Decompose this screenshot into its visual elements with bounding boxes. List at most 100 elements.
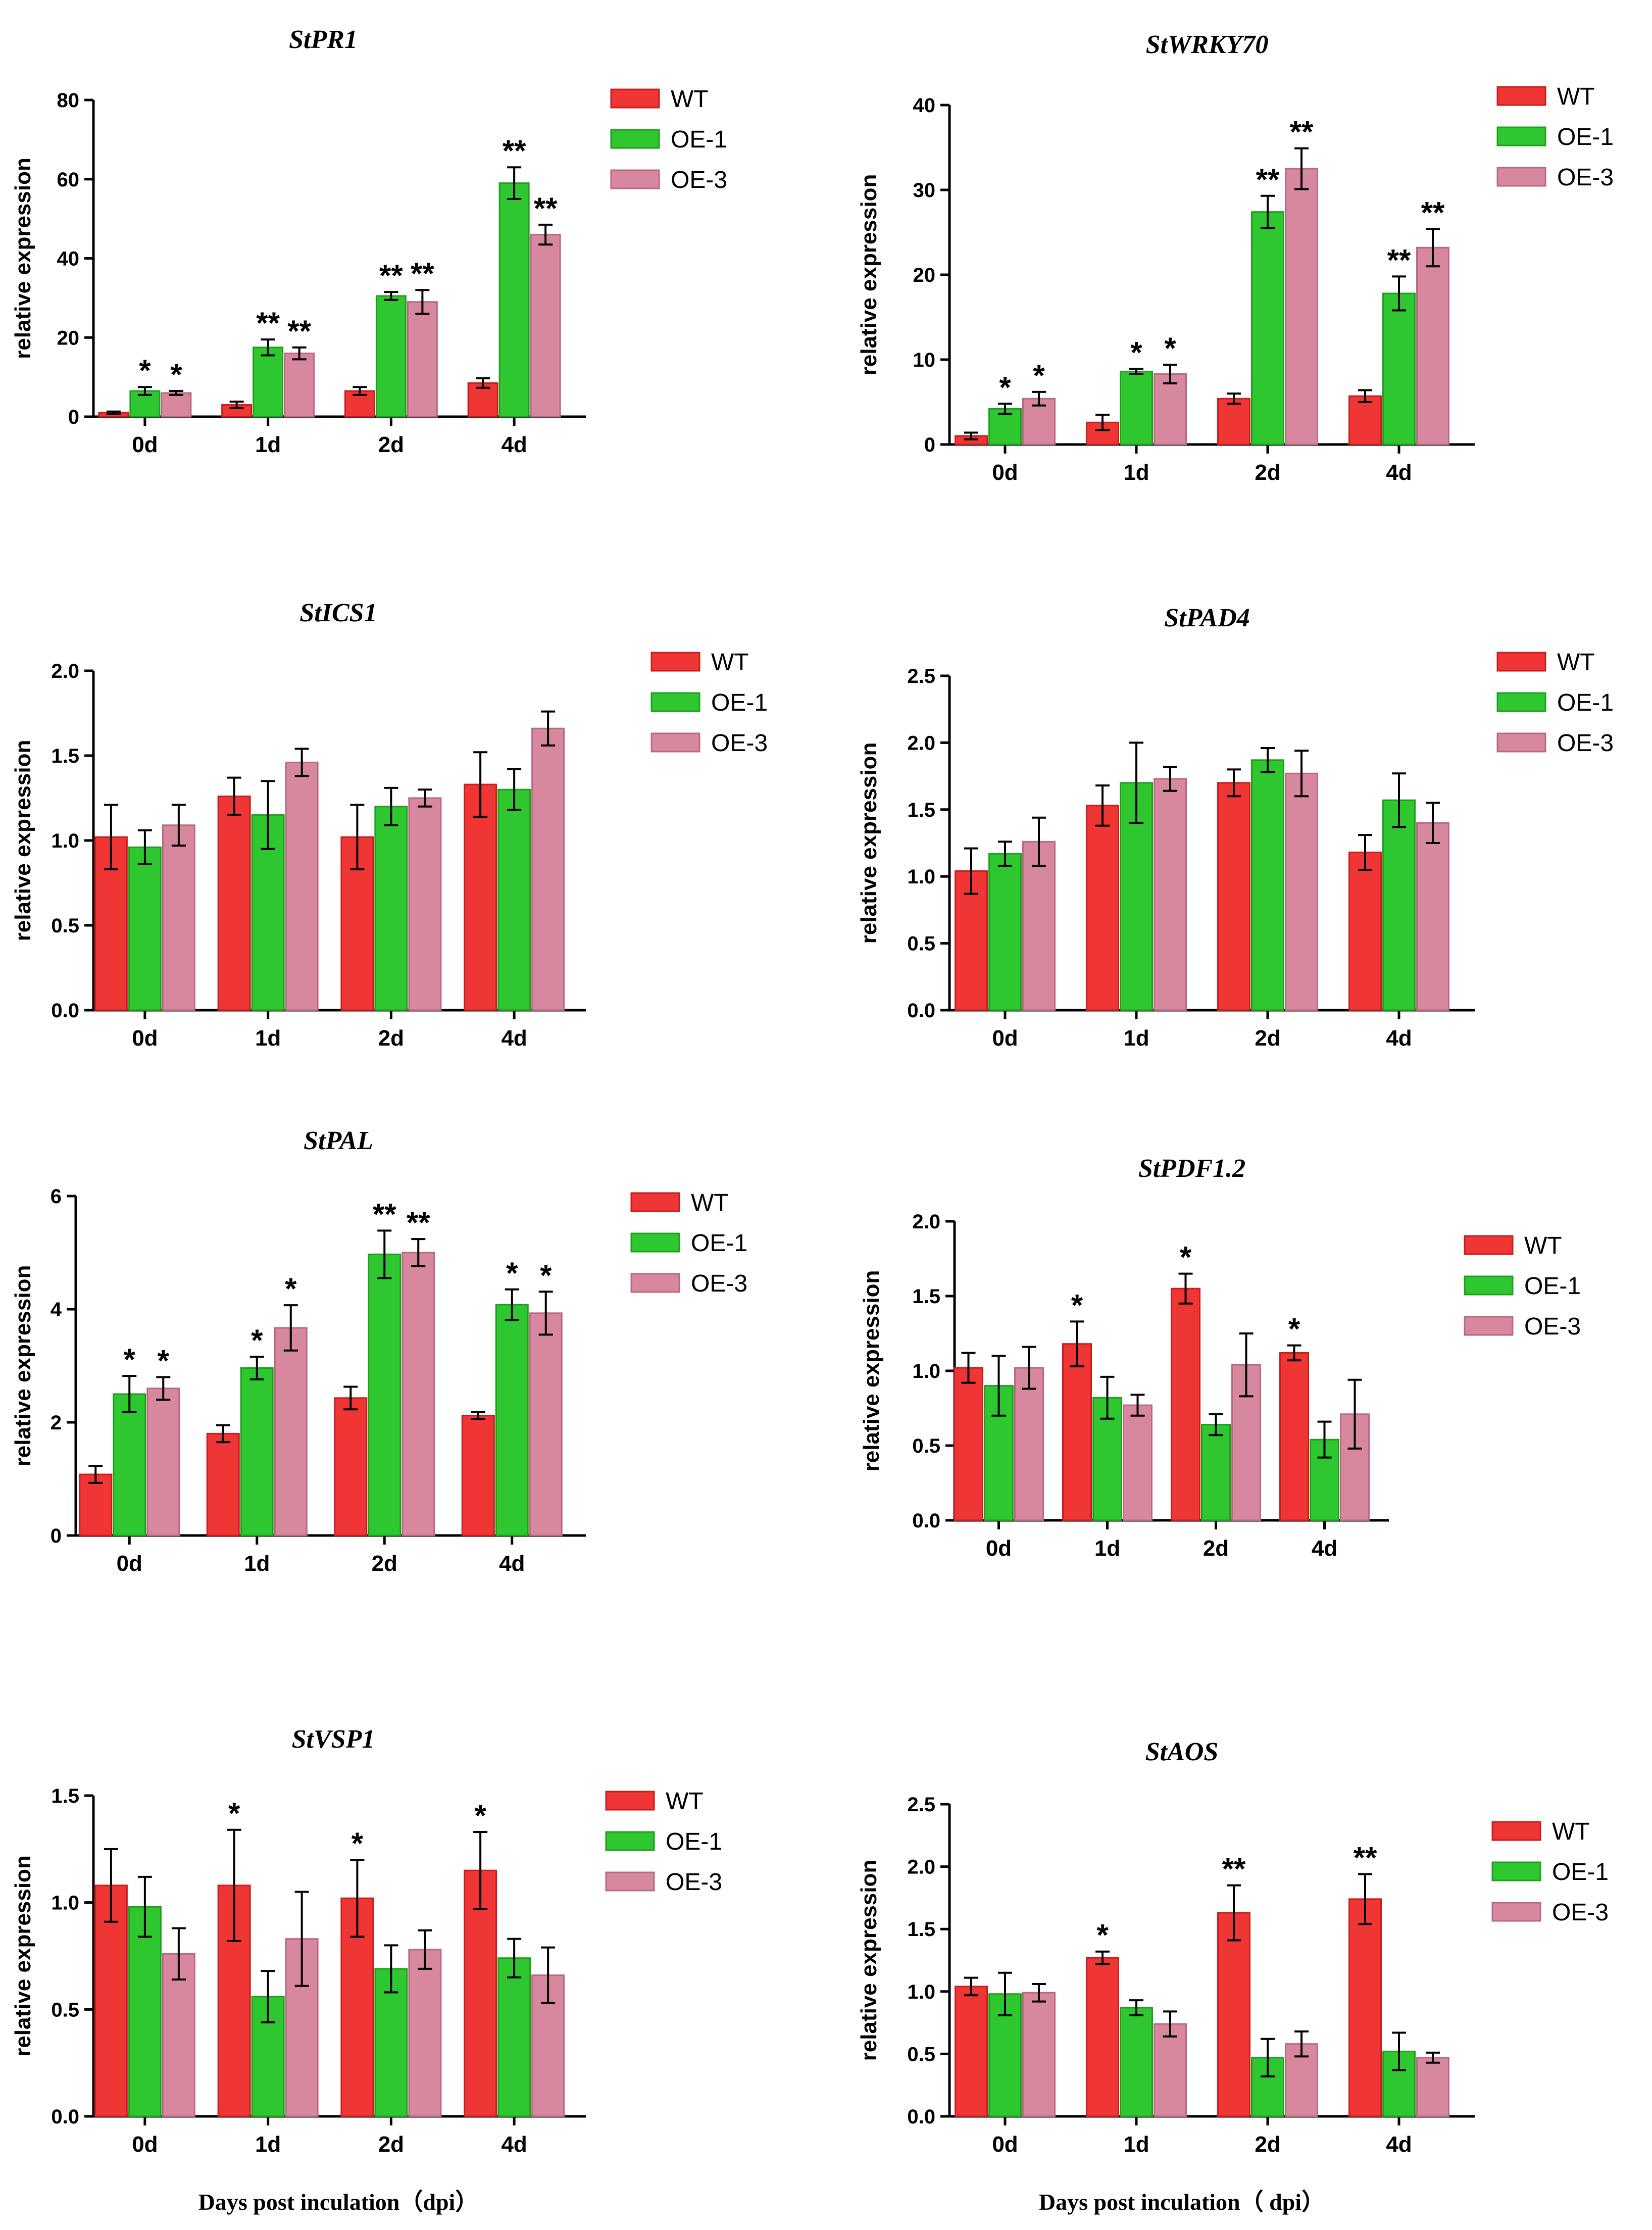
significance-marker: ** xyxy=(1222,1852,1246,1886)
bar-oe-1-4d xyxy=(1382,292,1416,445)
y-tick-label: 20 xyxy=(57,327,80,349)
x-tick-label: 0d xyxy=(992,1026,1018,1051)
legend-label: OE-3 xyxy=(666,1869,722,1896)
y-tick-label: 1.5 xyxy=(51,1785,79,1807)
x-tick-label: 4d xyxy=(1386,1026,1412,1051)
y-tick-label: 0.5 xyxy=(51,915,79,937)
legend-swatch-wt xyxy=(1464,1235,1514,1255)
bar-oe-3-1d xyxy=(1154,373,1187,445)
significance-marker: * xyxy=(540,1258,552,1292)
y-tick-label: 0.0 xyxy=(907,2106,935,2128)
y-tick-label: 1.5 xyxy=(907,799,935,821)
legend-swatch-oe-3 xyxy=(1496,167,1546,187)
bar-wt-1d xyxy=(1086,805,1119,1011)
bar-oe-3-4d xyxy=(1416,246,1449,445)
significance-marker: * xyxy=(1288,1312,1300,1346)
y-tick-label: 1.0 xyxy=(907,1981,935,2003)
legend-label: OE-3 xyxy=(671,167,727,193)
bar-oe-1-0d xyxy=(113,1393,146,1537)
bar-wt-4d xyxy=(1279,1352,1309,1521)
legend-swatch-oe-1 xyxy=(650,692,700,712)
bar-oe-1-4d xyxy=(498,182,530,418)
bar-oe-3-1d xyxy=(1123,1404,1153,1521)
bar-oe-1-0d xyxy=(988,853,1022,1011)
y-tick-label: 2.0 xyxy=(907,732,935,754)
y-axis-title: relative expression xyxy=(11,158,35,359)
legend-label: OE-3 xyxy=(691,1270,747,1297)
y-tick-label: 0.0 xyxy=(51,1000,79,1022)
panel-title: StPAD4 xyxy=(1164,604,1250,632)
bar-oe-1-2d xyxy=(1251,759,1284,1011)
y-tick-label: 1.0 xyxy=(907,866,935,888)
legend-swatch-wt xyxy=(605,1791,655,1811)
legend-swatch-oe-3 xyxy=(1496,732,1546,753)
bar-wt-0d xyxy=(94,1885,128,2117)
x-tick-label: 2d xyxy=(1203,1536,1229,1561)
bar-oe-1-2d xyxy=(1201,1424,1231,1521)
bar-oe-3-2d xyxy=(402,1252,435,1537)
significance-marker: * xyxy=(1033,359,1045,392)
bar-oe-1-1d xyxy=(1120,371,1153,445)
bar-oe-1-1d xyxy=(240,1367,274,1537)
bar-wt-0d xyxy=(954,1367,983,1521)
significance-marker: * xyxy=(1096,1918,1109,1952)
y-tick-label: 2.5 xyxy=(907,1794,935,1816)
bar-oe-3-0d xyxy=(162,1953,195,2117)
significance-marker: * xyxy=(474,1799,486,1832)
x-tick-label: 1d xyxy=(1123,1026,1149,1051)
x-tick-label: 2d xyxy=(1255,2132,1280,2157)
x-tick-label: 4d xyxy=(1312,1536,1337,1561)
significance-marker: ** xyxy=(379,259,403,292)
x-axis-title: Days post inculation（ dpi） xyxy=(1039,2189,1325,2215)
y-tick-label: 0.0 xyxy=(907,1000,935,1022)
bar-oe-3-4d xyxy=(531,727,565,1011)
legend-label: WT xyxy=(666,1788,704,1815)
bar-oe-3-2d xyxy=(408,797,442,1011)
legend-swatch-wt xyxy=(1496,652,1546,672)
y-tick-label: 80 xyxy=(57,89,80,112)
legend-swatch-wt xyxy=(650,652,700,672)
x-tick-label: 4d xyxy=(499,1551,525,1576)
legend-swatch-oe-1 xyxy=(1496,692,1546,712)
y-axis-title: relative expression xyxy=(857,1860,881,2061)
x-tick-label: 0d xyxy=(132,1026,158,1051)
y-tick-label: 20 xyxy=(913,264,936,286)
legend-swatch-wt xyxy=(1496,86,1546,106)
bar-oe-3-4d xyxy=(529,1312,563,1537)
y-tick-label: 40 xyxy=(913,94,936,117)
legend-swatch-oe-1 xyxy=(630,1232,680,1253)
bar-oe-1-2d xyxy=(375,295,407,418)
x-tick-label: 1d xyxy=(1123,460,1149,485)
legend-label: WT xyxy=(1524,1232,1562,1259)
bar-oe-3-4d xyxy=(530,233,561,418)
legend-label: OE-1 xyxy=(1557,689,1614,716)
legend-label: OE-3 xyxy=(711,730,768,757)
y-tick-label: 1.0 xyxy=(912,1360,940,1382)
panel-title: StAOS xyxy=(1145,1738,1219,1766)
legend-label: WT xyxy=(1557,83,1595,110)
panel-staos: StAOS relative expression 0.0 0.5 1.0 1.5 2.0 2… xyxy=(857,1738,1609,2215)
bar-oe-3-0d xyxy=(161,392,192,418)
y-tick-label: 1.5 xyxy=(51,745,79,767)
bar-wt-0d xyxy=(955,1986,988,2117)
y-axis-title: relative expression xyxy=(857,174,881,376)
significance-marker: * xyxy=(285,1272,297,1306)
y-tick-label: 40 xyxy=(57,248,80,270)
significance-marker: ** xyxy=(1290,115,1314,149)
y-axis-title: relative expression xyxy=(11,740,35,941)
y-tick-label: 4 xyxy=(51,1299,62,1321)
significance-marker: * xyxy=(1071,1288,1083,1322)
legend-label: WT xyxy=(671,86,709,113)
bar-oe-1-1d xyxy=(1092,1397,1122,1521)
significance-marker: * xyxy=(228,1797,240,1830)
significance-marker: ** xyxy=(1421,195,1445,229)
panel-title: StWRKY70 xyxy=(1146,30,1269,59)
y-tick-label: 0.0 xyxy=(912,1510,940,1532)
bar-oe-1-4d xyxy=(497,1957,531,2117)
x-tick-label: 1d xyxy=(255,1026,281,1051)
legend-label: OE-3 xyxy=(1524,1313,1581,1340)
bar-oe-3-0d xyxy=(1022,840,1056,1011)
legend-swatch-oe-3 xyxy=(605,1871,655,1892)
significance-marker: ** xyxy=(287,314,311,348)
